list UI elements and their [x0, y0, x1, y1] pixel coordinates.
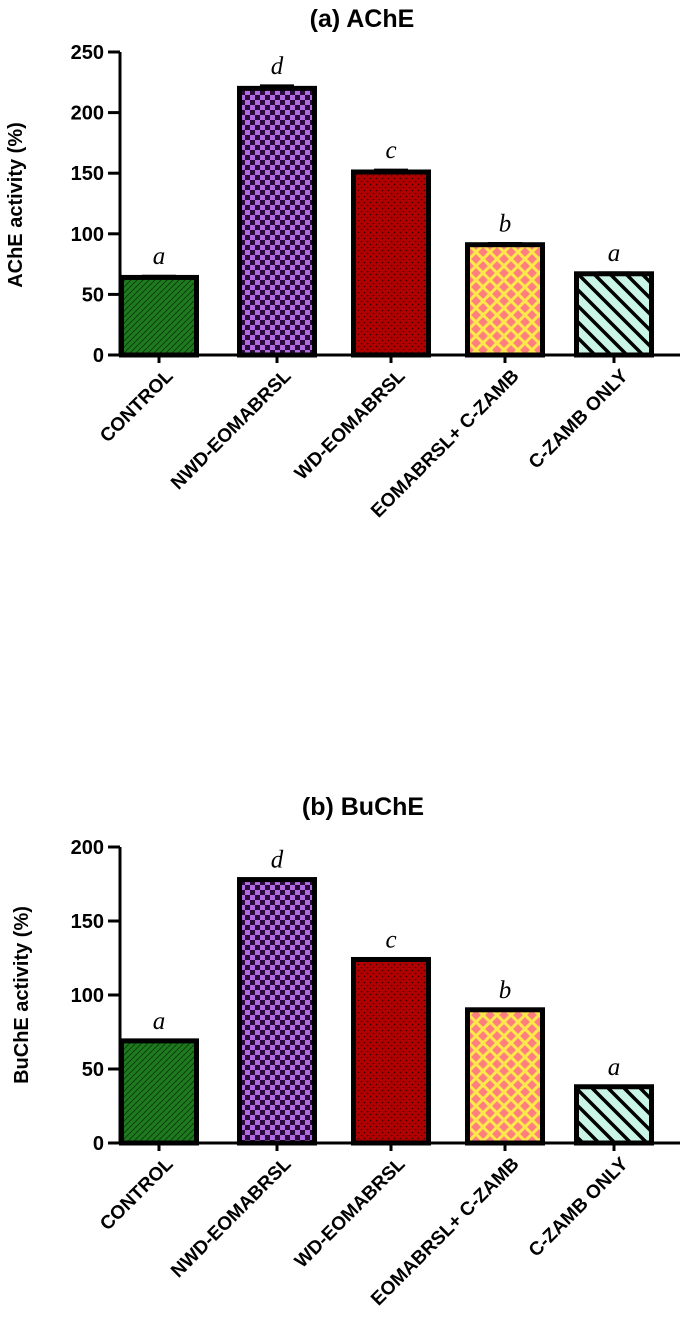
- y-tick-label: 250: [71, 42, 104, 64]
- x-tick-label: WD-EOMABRSL: [291, 365, 410, 484]
- bar-eomabrsl-c-zamb: [465, 1007, 545, 1146]
- y-tick-label: 0: [93, 1133, 104, 1155]
- chart-title: (a) AChE: [310, 5, 415, 33]
- significance-letter: b: [499, 977, 512, 1004]
- bar-c-zamb-only: [574, 1084, 654, 1146]
- y-axis-label: BuChE activity (%): [11, 906, 33, 1084]
- significance-letter: a: [153, 1008, 166, 1035]
- x-tick-label: NWD-EOMABRSL: [167, 365, 296, 494]
- significance-letter: a: [608, 1054, 621, 1081]
- x-tick-label: CONTROL: [96, 365, 178, 447]
- bar-control: [119, 274, 199, 358]
- y-tick-label: 200: [71, 103, 104, 125]
- x-tick-label: CONTROL: [96, 1153, 178, 1235]
- y-tick-label: 200: [71, 837, 104, 859]
- significance-letter: c: [385, 926, 396, 953]
- y-tick-label: 0: [93, 345, 104, 367]
- chart-title: (b) BuChE: [302, 793, 424, 821]
- y-tick-label: 100: [71, 224, 104, 246]
- x-tick-label: C-ZAMB ONLY: [525, 1153, 633, 1261]
- chart-buche: (b) BuChE BuChE activity (%) a CONTROL d NWD-…: [11, 793, 680, 1310]
- significance-letter: d: [271, 53, 284, 80]
- x-tick-label: WD-EOMABRSL: [291, 1153, 410, 1272]
- bar-nwd-eomabrsl: [237, 877, 317, 1146]
- y-tick-label: 50: [82, 1059, 104, 1081]
- x-tick-label: NWD-EOMABRSL: [167, 1153, 296, 1282]
- chart-ache: (a) AChE AChE activity (%) a CONTROL d NWD-EO…: [5, 5, 680, 522]
- bar-nwd-eomabrsl: [237, 85, 317, 358]
- significance-letter: a: [608, 240, 621, 267]
- bar-wd-eomabrsl: [351, 956, 431, 1146]
- significance-letter: b: [499, 210, 512, 237]
- y-tick-label: 150: [71, 163, 104, 185]
- bar-wd-eomabrsl: [351, 169, 431, 358]
- significance-letter: c: [385, 137, 396, 164]
- bar-eomabrsl-c-zamb: [465, 242, 545, 358]
- y-tick-label: 50: [82, 284, 104, 306]
- significance-letter: d: [271, 847, 284, 874]
- y-tick-label: 150: [71, 911, 104, 933]
- significance-letter: a: [153, 243, 166, 270]
- bar-control: [119, 1038, 199, 1146]
- bar-c-zamb-only: [574, 271, 654, 358]
- y-tick-label: 100: [71, 985, 104, 1007]
- y-axis-label: AChE activity (%): [5, 122, 27, 288]
- x-tick-label: C-ZAMB ONLY: [525, 365, 633, 473]
